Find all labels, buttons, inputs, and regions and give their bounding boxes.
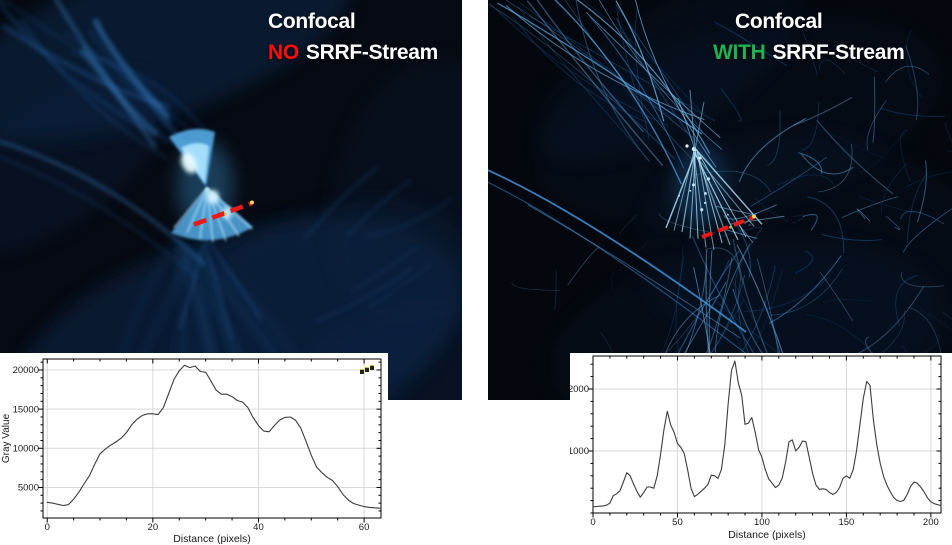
svg-text:100: 100 — [754, 517, 770, 528]
svg-text:0: 0 — [590, 517, 595, 528]
svg-text:5000: 5000 — [18, 483, 39, 494]
profile-plot-no-srrf: 0 20 40 60 5000 10000 15000 20000 Distance (pixe… — [0, 353, 388, 545]
title-highlight-no: NO — [268, 41, 299, 64]
confocal-image-no-srrf: Confocal NO SRRF-Stream — [0, 0, 462, 400]
title-highlight-with: WITH — [713, 41, 766, 64]
svg-text:10000: 10000 — [13, 443, 39, 454]
title-rest: SRRF-Stream — [305, 41, 438, 64]
svg-text:0: 0 — [45, 522, 50, 533]
svg-text:200: 200 — [923, 517, 939, 528]
right-image-title: Confocal WITH SRRF-Stream — [713, 6, 905, 68]
svg-text:20000: 20000 — [13, 365, 39, 376]
confocal-image-with-srrf: Confocal WITH SRRF-Stream — [488, 0, 952, 400]
line-profile-chart: 0 50 100 150 200 1000 2000 Distance (pixels) — [568, 355, 942, 541]
left-image-title: Confocal NO SRRF-Stream — [268, 6, 438, 68]
svg-text:Distance (pixels): Distance (pixels) — [728, 529, 806, 541]
title-line2: WITH SRRF-Stream — [713, 37, 905, 68]
profile-plot-with-srrf: 0 50 100 150 200 1000 2000 Distance (pixels) — [568, 353, 952, 545]
title-rest: SRRF-Stream — [772, 41, 905, 64]
title-line1: Confocal — [268, 10, 356, 33]
title-line1: Confocal — [735, 10, 823, 33]
svg-text:150: 150 — [838, 517, 854, 528]
svg-text:40: 40 — [253, 522, 264, 533]
svg-text:20: 20 — [148, 522, 159, 533]
svg-text:60: 60 — [359, 522, 370, 533]
svg-text:2000: 2000 — [570, 384, 589, 395]
svg-text:Gray Value: Gray Value — [1, 413, 12, 463]
svg-text:15000: 15000 — [13, 404, 39, 415]
svg-text:Distance (pixels): Distance (pixels) — [173, 533, 251, 545]
line-profile-chart: 0 20 40 60 5000 10000 15000 20000 Distance (pixe… — [1, 358, 382, 545]
svg-text:1000: 1000 — [570, 446, 589, 457]
svg-text:50: 50 — [672, 517, 683, 528]
title-line2: NO SRRF-Stream — [268, 37, 438, 68]
plot-corner-artifact — [359, 365, 374, 374]
